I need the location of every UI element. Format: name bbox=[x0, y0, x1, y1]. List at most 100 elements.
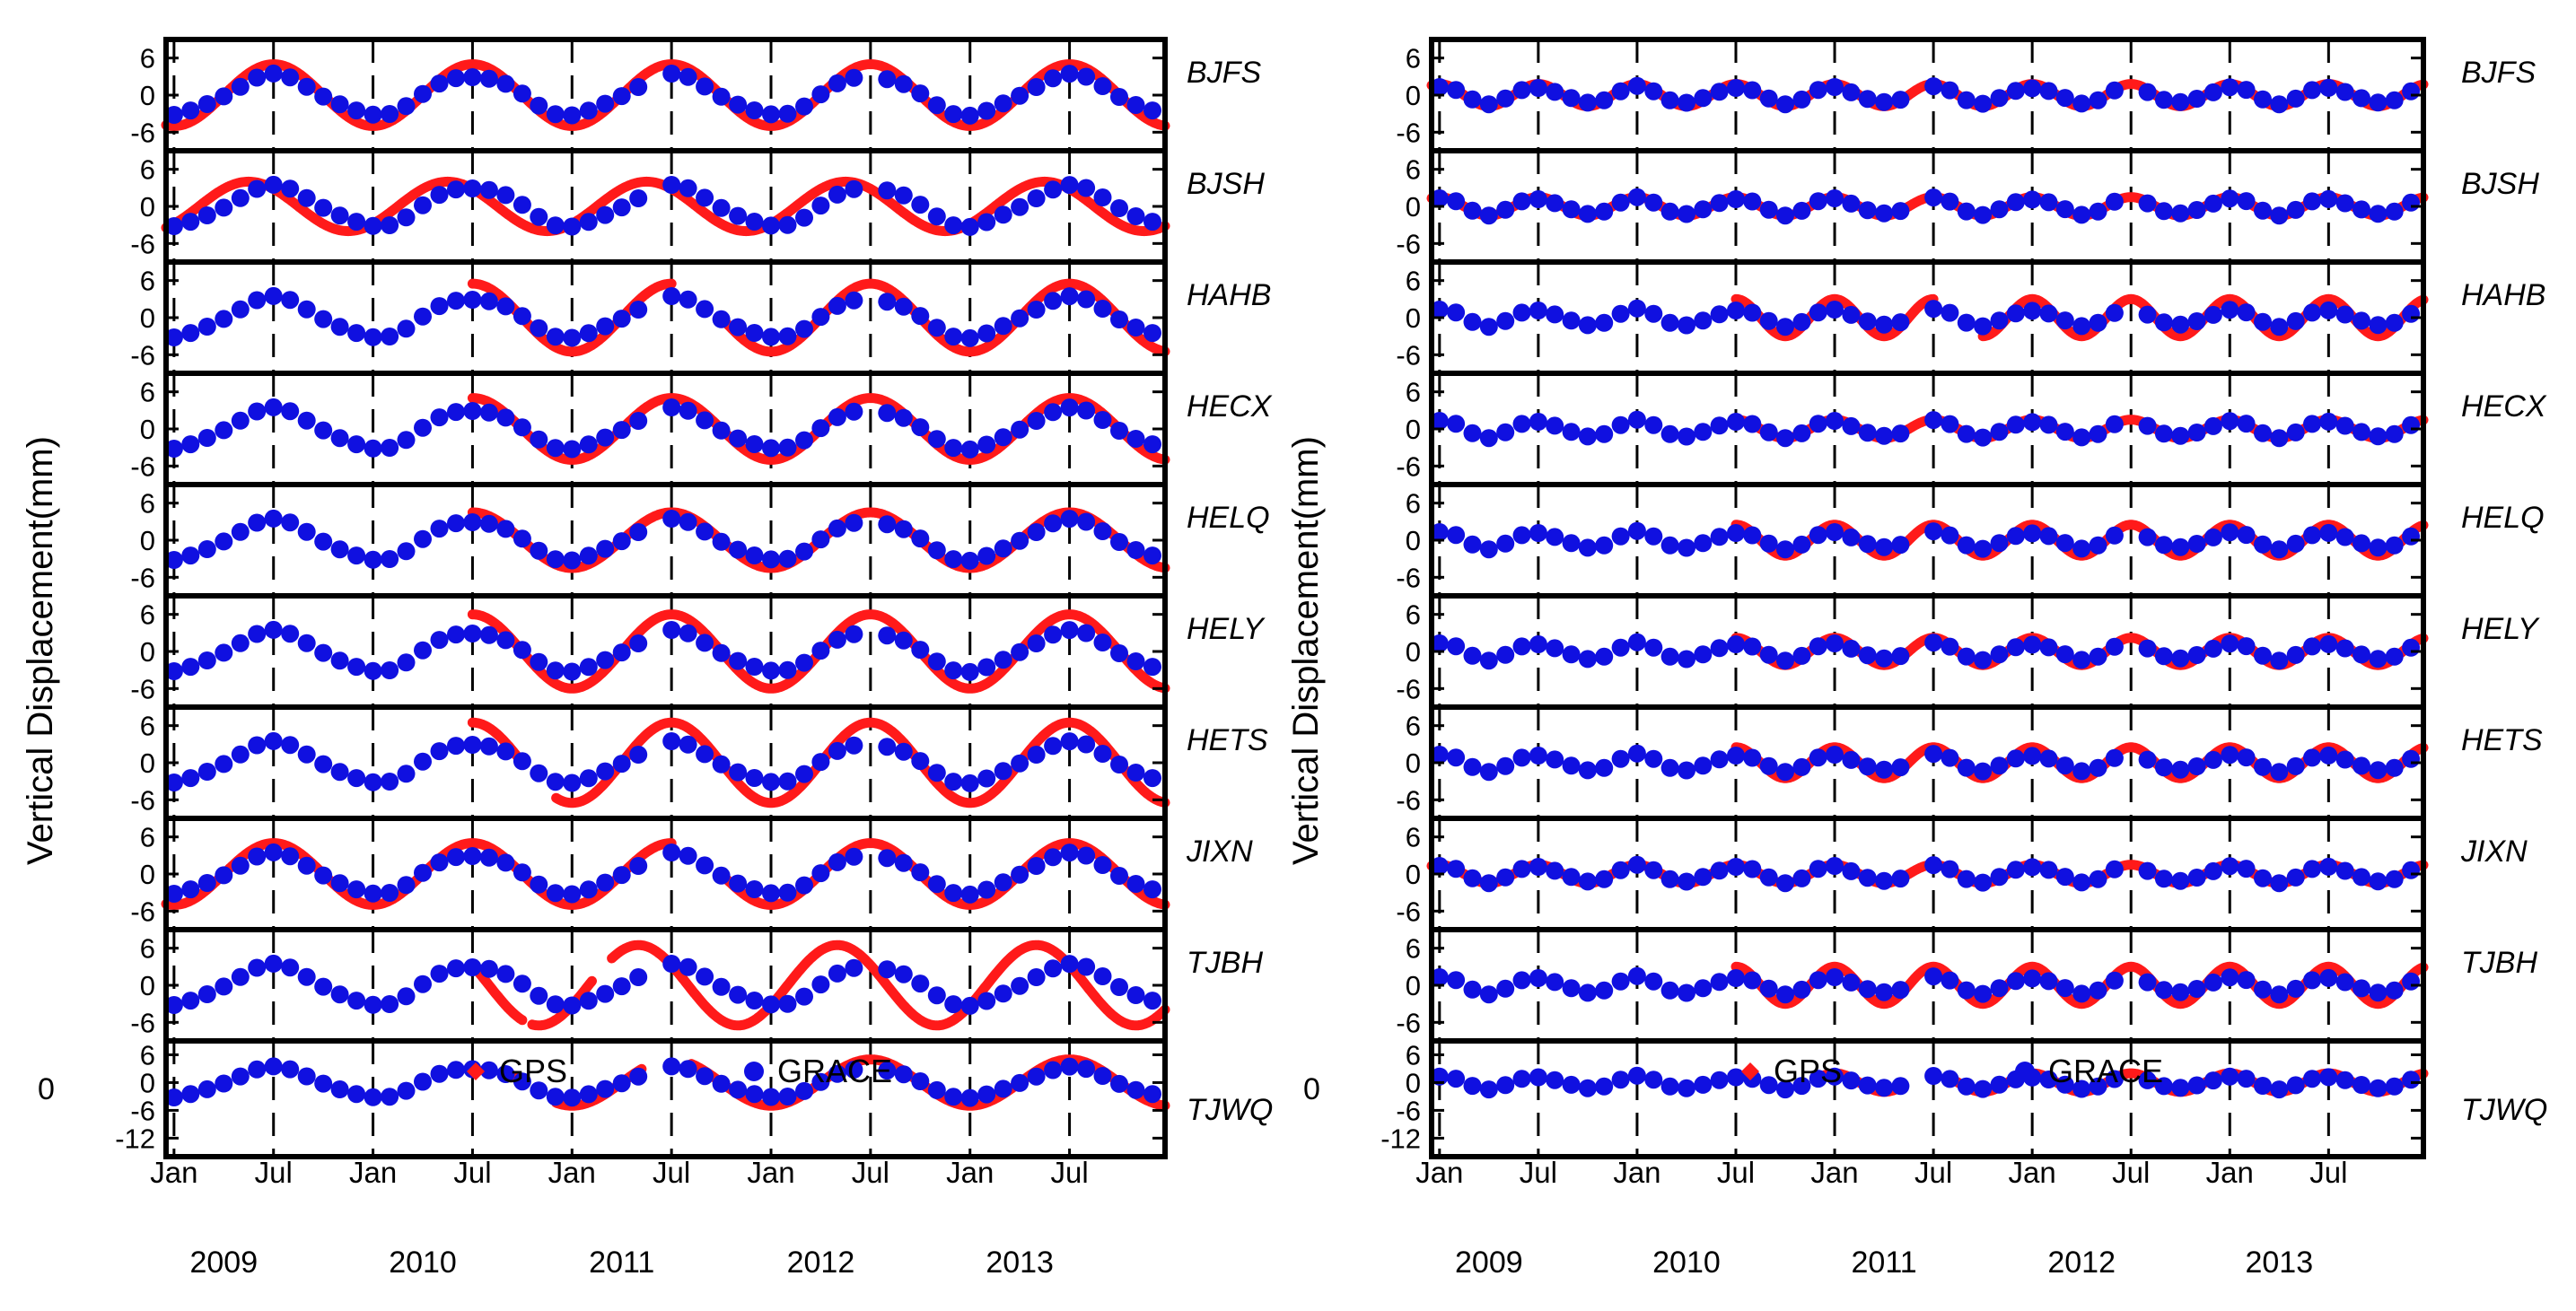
grace-point bbox=[795, 208, 813, 227]
grace-point bbox=[2353, 89, 2370, 108]
grace-point bbox=[1660, 647, 1679, 666]
grace-point bbox=[1479, 95, 1498, 114]
grace-point bbox=[1826, 634, 1844, 652]
station-row-JIXN: 6 0 -6 JIXN bbox=[1396, 816, 2528, 932]
grace-point bbox=[994, 762, 1012, 781]
grace-point bbox=[811, 864, 830, 883]
grace-point bbox=[2270, 874, 2289, 893]
grace-point bbox=[2072, 1079, 2091, 1098]
grace-point bbox=[2055, 89, 2074, 108]
grace-point bbox=[2254, 869, 2272, 887]
grace-point bbox=[1512, 748, 1531, 767]
grace-point bbox=[1678, 538, 1695, 557]
grace-point bbox=[2286, 423, 2305, 441]
grace-point bbox=[778, 215, 797, 234]
grace-point bbox=[1990, 979, 2009, 998]
grace-point bbox=[2221, 78, 2239, 97]
y-tick-label: 0 bbox=[140, 80, 155, 111]
grace-point bbox=[662, 176, 681, 194]
grace-point bbox=[828, 296, 846, 315]
grace-point bbox=[1093, 522, 1112, 540]
grace-point bbox=[1447, 81, 1466, 100]
grace-point bbox=[1776, 651, 1794, 670]
grace-point bbox=[1044, 959, 1063, 978]
grace-point bbox=[1611, 1071, 1630, 1089]
grace-point bbox=[314, 643, 333, 662]
y-tick-label: -6 bbox=[130, 339, 155, 371]
grace-point bbox=[1110, 978, 1128, 996]
grace-point bbox=[960, 217, 979, 236]
grace-point bbox=[2254, 757, 2272, 776]
grace-point bbox=[2385, 313, 2404, 332]
grace-point bbox=[696, 188, 714, 207]
grace-point bbox=[530, 875, 548, 894]
station-label: JIXN bbox=[1186, 835, 1253, 869]
grace-point bbox=[1110, 422, 1128, 440]
grace-point bbox=[1627, 299, 1646, 318]
grace-point bbox=[381, 216, 399, 234]
grace-point bbox=[1496, 756, 1515, 775]
grace-point bbox=[1924, 411, 1943, 430]
grace-point bbox=[1792, 201, 1811, 220]
grace-point bbox=[1044, 180, 1063, 199]
grace-point bbox=[894, 853, 913, 872]
grace-point bbox=[1875, 92, 1894, 111]
y-tick-label: 6 bbox=[1406, 1039, 1421, 1071]
gps-curve-segment bbox=[467, 960, 528, 1026]
grace-point bbox=[2039, 82, 2058, 101]
grace-point bbox=[1627, 188, 1646, 206]
grace-point bbox=[1743, 192, 1762, 211]
grace-point bbox=[513, 863, 531, 882]
grace-point bbox=[2138, 528, 2157, 546]
grace-point bbox=[397, 876, 416, 895]
grace-point bbox=[960, 551, 979, 570]
grace-point bbox=[430, 965, 449, 983]
grace-point bbox=[197, 540, 216, 558]
grace-point bbox=[1110, 1074, 1128, 1093]
grace-point bbox=[1093, 188, 1112, 206]
grace-point bbox=[1447, 1070, 1466, 1088]
grace-point bbox=[2254, 201, 2272, 220]
grace-point bbox=[1858, 90, 1877, 109]
grace-point bbox=[1644, 749, 1663, 768]
grace-point bbox=[1990, 1075, 2009, 1094]
grace-point bbox=[2270, 763, 2289, 782]
grace-point bbox=[2089, 981, 2107, 1000]
grace-point bbox=[2319, 746, 2338, 765]
grace-point bbox=[1077, 67, 1096, 86]
grace-point bbox=[1924, 967, 1943, 986]
grace-point bbox=[994, 428, 1012, 447]
grace-point bbox=[248, 625, 267, 643]
grace-point bbox=[2023, 190, 2042, 209]
grace-point bbox=[1126, 541, 1145, 559]
grace-point bbox=[1678, 872, 1695, 891]
grace-point bbox=[1941, 637, 1959, 656]
grace-point bbox=[181, 435, 200, 454]
grace-point bbox=[297, 856, 316, 875]
grace-point bbox=[197, 763, 216, 781]
grace-point bbox=[231, 188, 250, 207]
grace-point bbox=[811, 530, 830, 549]
grace-point bbox=[2187, 201, 2206, 219]
grace-point bbox=[894, 742, 913, 761]
grace-point bbox=[2286, 534, 2305, 553]
grace-point bbox=[745, 213, 764, 231]
grace-point bbox=[1011, 531, 1030, 550]
grace-point bbox=[381, 773, 399, 791]
grace-point bbox=[1924, 77, 1943, 96]
grace-point bbox=[662, 398, 681, 416]
grace-point bbox=[2072, 317, 2091, 336]
grace-point bbox=[1875, 871, 1894, 890]
grace-point bbox=[1479, 540, 1498, 559]
grace-point bbox=[1077, 735, 1096, 754]
y-tick-label: 6 bbox=[140, 599, 155, 631]
y-tick-label: 6 bbox=[1406, 933, 1421, 965]
grace-point bbox=[1529, 524, 1547, 542]
grace-point bbox=[1644, 415, 1663, 434]
grace-point bbox=[729, 429, 748, 448]
grace-point bbox=[1430, 412, 1449, 430]
grace-point bbox=[712, 977, 731, 996]
grace-point bbox=[1430, 857, 1449, 875]
grace-point bbox=[712, 643, 731, 662]
grace-point bbox=[2237, 971, 2256, 990]
